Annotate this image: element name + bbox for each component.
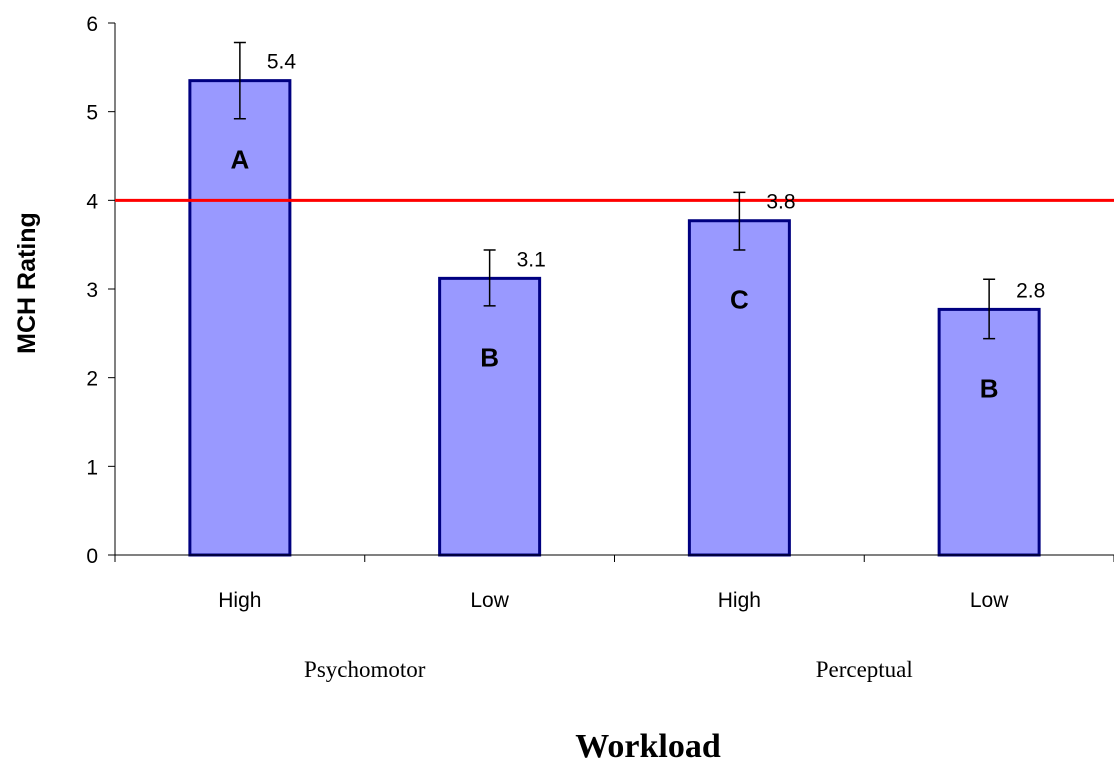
y-tick-label: 1 (86, 456, 98, 479)
letter-label: B (480, 342, 499, 372)
labels: 5.4 3.1 3.8 2.8 A B C B (230, 51, 1045, 404)
data-label: 2.8 (1016, 279, 1045, 302)
x-tick-label: Low (470, 589, 509, 612)
bar (188, 79, 292, 557)
group-label: Psychomotor (304, 657, 426, 682)
y-tick-label: 2 (86, 368, 98, 391)
error-bar (483, 249, 496, 307)
y-tick-label: 5 (86, 102, 98, 125)
letter-label: B (980, 373, 999, 403)
y-tick-label: 4 (86, 190, 98, 213)
letter-label: C (730, 285, 749, 315)
x-tick-label: Low (970, 589, 1009, 612)
data-label: 5.4 (267, 51, 297, 74)
error-bar (983, 278, 996, 340)
error-bar (733, 191, 746, 251)
bars (115, 41, 1114, 557)
x-axis: High Low High Low Psychomotor Perceptual (114, 554, 1114, 682)
data-label: 3.1 (517, 248, 546, 271)
x-tick-label: High (718, 589, 761, 612)
letter-label: A (230, 145, 249, 175)
data-label: 3.8 (766, 191, 795, 214)
y-axis-title: MCH Rating (13, 212, 41, 354)
x-axis-title: Workload (575, 728, 721, 761)
x-tick-label: High (218, 589, 261, 612)
bar (438, 276, 542, 557)
group-label: Perceptual (816, 657, 913, 682)
error-bar (233, 41, 246, 120)
y-tick-label: 3 (86, 279, 98, 302)
y-axis: 0 1 2 3 4 5 6 (86, 13, 116, 568)
bar (937, 307, 1041, 557)
y-tick-label: 6 (86, 13, 98, 36)
y-tick-label: 0 (86, 545, 98, 568)
bar (687, 219, 791, 557)
